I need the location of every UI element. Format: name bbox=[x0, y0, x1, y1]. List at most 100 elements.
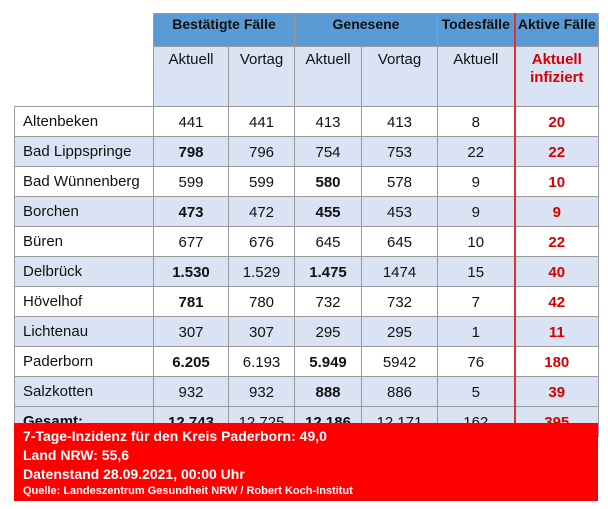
genesen-aktuell: 413 bbox=[294, 106, 363, 137]
table-body: Altenbeken 441 441 413 413 8 20 Bad Lippspringe… bbox=[14, 106, 600, 407]
table-row: Büren 677 676 645 645 10 22 bbox=[14, 226, 600, 257]
municipality-name: Salzkotten bbox=[14, 376, 154, 407]
bestaetigt-vortag: 932 bbox=[227, 376, 296, 407]
table-row: Salzkotten 932 932 888 886 5 39 bbox=[14, 376, 600, 407]
genesen-vortag: 5942 bbox=[361, 346, 439, 377]
municipality-name: Bad Wünnenberg bbox=[14, 166, 154, 197]
aktiv-infiziert: 180 bbox=[513, 346, 600, 377]
sub-bestaetigt-aktuell: Aktuell bbox=[153, 46, 229, 107]
bestaetigt-vortag: 1.529 bbox=[227, 256, 296, 287]
municipality-name: Altenbeken bbox=[14, 106, 154, 137]
table-row: Bad Wünnenberg 599 599 580 578 9 10 bbox=[14, 166, 600, 197]
sub-genesen-aktuell: Aktuell bbox=[294, 46, 363, 107]
todesfaelle-aktuell: 8 bbox=[437, 106, 516, 137]
sub-active-line2: infiziert bbox=[530, 69, 584, 86]
todesfaelle-aktuell: 7 bbox=[437, 286, 516, 317]
bestaetigt-aktuell: 781 bbox=[153, 286, 229, 317]
header-aktive-faelle: Aktive Fälle bbox=[513, 13, 600, 47]
aktiv-infiziert: 22 bbox=[513, 136, 600, 167]
municipality-name: Delbrück bbox=[14, 256, 154, 287]
table-row: Delbrück 1.530 1.529 1.475 1474 15 40 bbox=[14, 256, 600, 287]
genesen-vortag: 1474 bbox=[361, 256, 439, 287]
bestaetigt-vortag: 441 bbox=[227, 106, 296, 137]
genesen-aktuell: 455 bbox=[294, 196, 363, 227]
bestaetigt-vortag: 307 bbox=[227, 316, 296, 347]
covid-case-table: Bestätigte Fälle Genesene Todesfälle Akt… bbox=[14, 13, 600, 437]
bestaetigt-aktuell: 798 bbox=[153, 136, 229, 167]
todesfaelle-aktuell: 5 bbox=[437, 376, 516, 407]
bestaetigt-aktuell: 441 bbox=[153, 106, 229, 137]
bestaetigt-aktuell: 1.530 bbox=[153, 256, 229, 287]
sub-active-line1: Aktuell bbox=[531, 51, 582, 68]
aktiv-infiziert: 10 bbox=[513, 166, 600, 197]
header-genesene: Genesene bbox=[294, 13, 439, 47]
incidence-nrw-line: Land NRW: 55,6 bbox=[23, 447, 130, 463]
municipality-name: Lichtenau bbox=[14, 316, 154, 347]
sub-aktuell-infiziert: Aktuell infiziert bbox=[513, 46, 600, 107]
incidence-banner: 7-Tage-Inzidenz für den Kreis Paderborn:… bbox=[14, 423, 598, 501]
bestaetigt-vortag: 796 bbox=[227, 136, 296, 167]
aktiv-infiziert: 40 bbox=[513, 256, 600, 287]
municipality-name: Hövelhof bbox=[14, 286, 154, 317]
todesfaelle-aktuell: 15 bbox=[437, 256, 516, 287]
bestaetigt-aktuell: 6.205 bbox=[153, 346, 229, 377]
genesen-aktuell: 295 bbox=[294, 316, 363, 347]
aktiv-infiziert: 11 bbox=[513, 316, 600, 347]
genesen-vortag: 732 bbox=[361, 286, 439, 317]
table-row: Borchen 473 472 455 453 9 9 bbox=[14, 196, 600, 227]
header-group-row: Bestätigte Fälle Genesene Todesfälle Akt… bbox=[14, 13, 600, 107]
aktiv-infiziert: 9 bbox=[513, 196, 600, 227]
genesen-aktuell: 1.475 bbox=[294, 256, 363, 287]
header-blank-cell bbox=[14, 13, 154, 107]
covid-table-container: Bestätigte Fälle Genesene Todesfälle Akt… bbox=[14, 13, 600, 437]
data-status-line: Datenstand 28.09.2021, 00:00 Uhr bbox=[23, 466, 245, 482]
header-todesfaelle: Todesfälle bbox=[437, 13, 516, 47]
genesen-vortag: 753 bbox=[361, 136, 439, 167]
todesfaelle-aktuell: 1 bbox=[437, 316, 516, 347]
genesen-vortag: 453 bbox=[361, 196, 439, 227]
municipality-name: Borchen bbox=[14, 196, 154, 227]
genesen-aktuell: 645 bbox=[294, 226, 363, 257]
sub-genesen-vortag: Vortag bbox=[361, 46, 439, 107]
aktiv-infiziert: 39 bbox=[513, 376, 600, 407]
genesen-aktuell: 580 bbox=[294, 166, 363, 197]
bestaetigt-vortag: 780 bbox=[227, 286, 296, 317]
aktiv-infiziert: 22 bbox=[513, 226, 600, 257]
table-row: Lichtenau 307 307 295 295 1 11 bbox=[14, 316, 600, 347]
genesen-aktuell: 888 bbox=[294, 376, 363, 407]
genesen-vortag: 645 bbox=[361, 226, 439, 257]
genesen-vortag: 295 bbox=[361, 316, 439, 347]
bestaetigt-vortag: 472 bbox=[227, 196, 296, 227]
table-row: Altenbeken 441 441 413 413 8 20 bbox=[14, 106, 600, 137]
bestaetigt-aktuell: 599 bbox=[153, 166, 229, 197]
aktiv-infiziert: 20 bbox=[513, 106, 600, 137]
table-row: Paderborn 6.205 6.193 5.949 5942 76 180 bbox=[14, 346, 600, 377]
header-sub-row: Aktuell Vortag Aktuell Vortag Aktuell Ak… bbox=[15, 46, 600, 107]
todesfaelle-aktuell: 9 bbox=[437, 166, 516, 197]
municipality-name: Bad Lippspringe bbox=[14, 136, 154, 167]
table-row: Bad Lippspringe 798 796 754 753 22 22 bbox=[14, 136, 600, 167]
bestaetigt-vortag: 6.193 bbox=[227, 346, 296, 377]
genesen-vortag: 886 bbox=[361, 376, 439, 407]
genesen-aktuell: 5.949 bbox=[294, 346, 363, 377]
genesen-vortag: 578 bbox=[361, 166, 439, 197]
municipality-name: Paderborn bbox=[14, 346, 154, 377]
bestaetigt-vortag: 676 bbox=[227, 226, 296, 257]
genesen-aktuell: 732 bbox=[294, 286, 363, 317]
bestaetigt-vortag: 599 bbox=[227, 166, 296, 197]
bestaetigt-aktuell: 932 bbox=[153, 376, 229, 407]
sub-todesfaelle-aktuell: Aktuell bbox=[437, 46, 516, 107]
todesfaelle-aktuell: 9 bbox=[437, 196, 516, 227]
todesfaelle-aktuell: 22 bbox=[437, 136, 516, 167]
genesen-aktuell: 754 bbox=[294, 136, 363, 167]
todesfaelle-aktuell: 76 bbox=[437, 346, 516, 377]
aktiv-infiziert: 42 bbox=[513, 286, 600, 317]
source-line: Quelle: Landeszentrum Gesundheit NRW / R… bbox=[23, 485, 353, 497]
bestaetigt-aktuell: 677 bbox=[153, 226, 229, 257]
table-row: Hövelhof 781 780 732 732 7 42 bbox=[14, 286, 600, 317]
todesfaelle-aktuell: 10 bbox=[437, 226, 516, 257]
sub-bestaetigt-vortag: Vortag bbox=[227, 46, 296, 107]
bestaetigt-aktuell: 473 bbox=[153, 196, 229, 227]
header-bestaetigte-faelle: Bestätigte Fälle bbox=[152, 13, 296, 47]
genesen-vortag: 413 bbox=[361, 106, 439, 137]
